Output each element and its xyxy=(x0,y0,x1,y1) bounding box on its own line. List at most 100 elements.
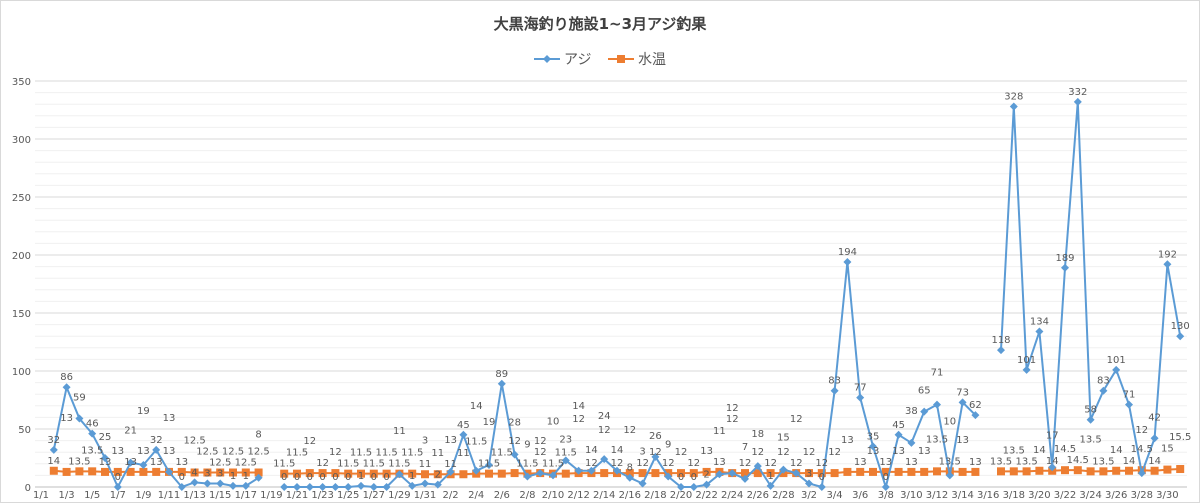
data-point-aji xyxy=(561,456,570,465)
x-tick-label: 2/14 xyxy=(593,490,615,501)
data-point-aji xyxy=(421,479,429,488)
data-label-aji: 12 xyxy=(790,414,803,425)
data-point-aji xyxy=(190,478,199,487)
data-point-aji xyxy=(613,466,621,475)
data-label-water-temp: 14 xyxy=(1033,445,1046,456)
data-point-water-temp xyxy=(677,469,685,478)
data-label-water-temp: 13.5 xyxy=(990,456,1012,467)
data-label-aji: 73 xyxy=(956,387,969,398)
data-point-aji xyxy=(856,393,865,402)
data-point-aji xyxy=(625,473,634,482)
x-tick-label: 1/15 xyxy=(209,490,231,501)
data-label-aji: 15 xyxy=(777,433,790,444)
data-point-aji xyxy=(1073,97,1082,106)
data-label-water-temp: 13.5 xyxy=(68,456,90,467)
x-tick-label: 3/26 xyxy=(1105,490,1127,501)
data-label-aji: 45 xyxy=(892,420,905,431)
data-label-water-temp: 14 xyxy=(47,456,60,467)
data-point-aji xyxy=(881,483,890,491)
data-point-water-temp xyxy=(997,467,1005,476)
data-label-aji: 77 xyxy=(854,383,867,394)
data-label-water-temp: 12 xyxy=(828,447,841,458)
data-label-aji: 19 xyxy=(137,406,150,417)
data-label-aji: 0 xyxy=(294,472,300,483)
x-tick-label: 3/24 xyxy=(1079,490,1101,501)
data-point-water-temp xyxy=(741,469,749,478)
x-tick-label: 3/4 xyxy=(827,490,843,501)
data-label-water-temp: 11 xyxy=(431,448,444,459)
y-tick-label: 150 xyxy=(12,309,31,320)
data-label-water-temp: 12 xyxy=(316,458,329,469)
data-label-aji: 2 xyxy=(435,470,441,481)
data-point-aji xyxy=(1150,434,1159,443)
data-point-aji xyxy=(997,346,1005,355)
y-tick-label: 100 xyxy=(12,367,31,378)
data-point-water-temp xyxy=(254,468,263,477)
x-tick-label: 3/28 xyxy=(1131,490,1153,501)
data-point-aji xyxy=(331,483,340,491)
data-label-water-temp: 12.5 xyxy=(196,447,218,458)
data-point-aji xyxy=(830,386,839,395)
data-label-water-temp: 12 xyxy=(764,458,777,469)
data-point-aji xyxy=(177,483,186,491)
data-label-aji: 59 xyxy=(73,393,86,404)
data-label-aji: 0 xyxy=(179,472,185,483)
data-label-aji: 17 xyxy=(1046,430,1059,441)
data-point-water-temp xyxy=(408,469,417,478)
data-point-aji xyxy=(1099,386,1108,395)
y-tick-label: 50 xyxy=(18,425,31,436)
data-point-water-temp xyxy=(933,467,941,476)
data-point-water-temp xyxy=(869,467,877,476)
data-label-aji: 0 xyxy=(383,472,389,483)
data-point-aji xyxy=(1163,260,1172,269)
y-tick-label: 0 xyxy=(25,483,31,494)
data-label-aji: 3 xyxy=(422,436,428,447)
data-point-water-temp xyxy=(894,467,903,476)
data-point-aji xyxy=(971,411,980,420)
data-label-aji: 14 xyxy=(611,445,624,456)
x-tick-label: 3/2 xyxy=(801,490,817,501)
data-point-aji xyxy=(139,460,148,469)
data-label-aji: 45 xyxy=(457,420,470,431)
data-label-aji: 0 xyxy=(307,472,313,483)
data-point-aji xyxy=(1176,332,1185,341)
data-point-water-temp xyxy=(1035,466,1044,475)
data-label-aji: 332 xyxy=(1068,87,1087,98)
data-label-water-temp: 14.5 xyxy=(1054,444,1076,455)
data-point-water-temp xyxy=(510,469,519,478)
data-label-water-temp: 13 xyxy=(60,413,73,424)
data-label-aji: 13 xyxy=(444,435,457,446)
data-label-water-temp: 14 xyxy=(1123,456,1136,467)
data-label-water-temp: 11 xyxy=(444,459,457,470)
data-point-water-temp xyxy=(1022,467,1031,476)
data-point-aji xyxy=(408,481,417,490)
data-label-water-temp: 13 xyxy=(905,457,918,468)
data-point-aji xyxy=(1048,463,1057,472)
data-label-aji: 118 xyxy=(991,335,1010,346)
data-point-aji xyxy=(459,430,468,439)
data-label-water-temp: 11.5 xyxy=(350,448,372,459)
data-label-water-temp: 13.5 xyxy=(926,434,948,445)
data-label-aji: 11 xyxy=(713,426,726,437)
data-label-aji: 1 xyxy=(409,471,415,482)
data-point-water-temp xyxy=(1150,466,1159,475)
data-point-water-temp xyxy=(139,467,148,476)
data-label-aji: 328 xyxy=(1004,92,1023,103)
data-label-water-temp: 12 xyxy=(815,458,828,469)
data-point-water-temp xyxy=(1009,467,1018,476)
data-label-aji: 42 xyxy=(1148,412,1161,423)
data-point-water-temp xyxy=(1086,467,1095,476)
data-label-water-temp: 12 xyxy=(508,436,521,447)
data-label-aji: 0 xyxy=(678,472,684,483)
x-tick-label: 1/13 xyxy=(183,490,205,501)
data-label-water-temp: 13 xyxy=(137,446,150,457)
data-label-aji: 71 xyxy=(931,368,944,379)
legend-item-aji: アジ xyxy=(534,49,592,69)
data-point-water-temp xyxy=(126,467,135,476)
x-tick-label: 3/12 xyxy=(926,490,948,501)
x-tick-label: 2/12 xyxy=(567,490,589,501)
data-point-water-temp xyxy=(1176,465,1185,474)
data-label-water-temp: 14 xyxy=(1148,456,1161,467)
